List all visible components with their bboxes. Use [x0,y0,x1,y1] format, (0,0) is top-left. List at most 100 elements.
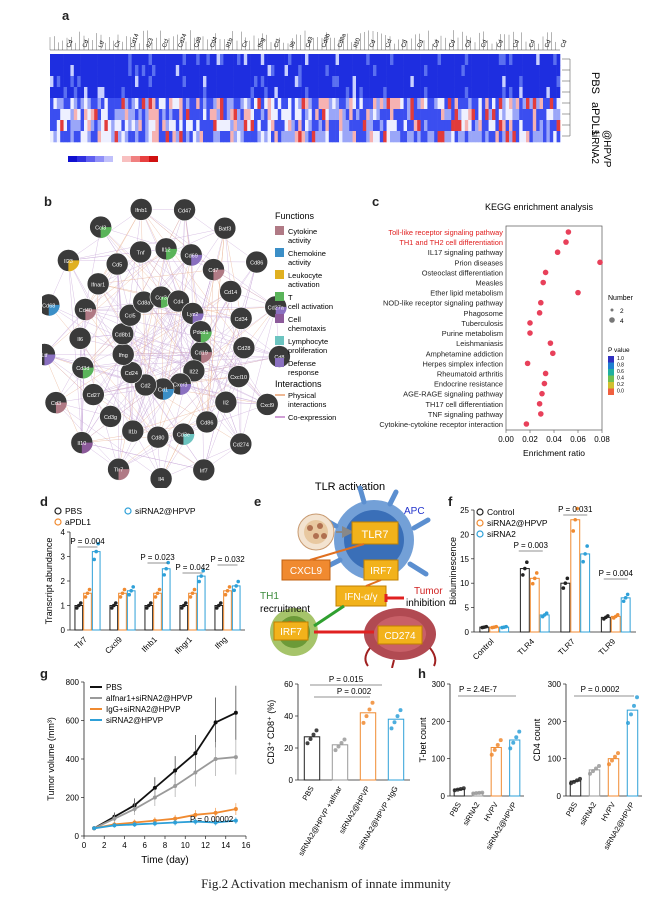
heatmap-cell [342,87,347,99]
heatmap-cell [172,120,177,132]
data-point [94,549,98,554]
heatmap-cell [359,54,364,66]
heatmap-cell [124,109,129,121]
heatmap-cell [461,109,466,121]
heatmap-cell [223,54,228,66]
y-tick-label: 0 [441,792,446,801]
bar [118,592,127,631]
heatmap-cell [492,98,496,110]
heatmap-cell [50,87,54,99]
network-edge [213,269,276,308]
data-point [474,791,479,796]
heatmap-cell [271,120,275,132]
heatmap-cell [111,120,115,132]
heatmap-cell [396,65,401,77]
heatmap-cell [138,120,143,132]
node-label: Cd14 [224,290,237,296]
heatmap-cell [131,109,136,121]
heatmap-cell [356,98,360,110]
node-label: Il6 [77,337,83,343]
heatmap-cell [284,54,289,66]
heatmap-cell [301,54,306,66]
heatmap-cell [417,98,421,110]
heatmap-cell [532,109,537,121]
heatmap-cell [196,131,200,143]
heatmap-figure: Cd Cd Ltf Cx Cd14 Il23 Ccl Cd24 Cd8 Cd4 Il1b Cx Ifng… [49,30,612,168]
network-edge [81,442,204,471]
heatmap-cell [216,109,221,121]
heatmap-cell [192,87,197,99]
heatmap-cell [458,109,462,121]
series-line [93,711,237,830]
node-label: Il2 [223,401,229,407]
heatmap-cell [162,109,166,121]
heatmap-cell [400,76,404,88]
heatmap-cell [488,98,493,110]
x-tick-label: 16 [242,841,251,850]
network-edge [157,254,192,438]
heatmap-cell [216,76,221,88]
heatmap-cell [396,87,401,99]
heatmap-cell [169,98,173,110]
heatmap-cell [539,54,544,66]
data-point [112,603,116,608]
heatmap-cell [192,131,197,143]
heatmap-cell [165,109,170,121]
heatmap-cell [169,76,173,88]
data-point [217,603,221,608]
kegg-category-label: Rheumatoid arthritis [437,369,503,378]
heatmap-cell [519,87,523,99]
heatmap-cell [87,54,92,66]
heatmap-cell [250,76,255,88]
heatmap-cell [237,120,241,132]
heatmap-cell [298,87,302,99]
node-circle [195,410,219,434]
heatmap-cell [220,76,224,88]
heatmap-cell [152,65,156,77]
y-axis-label: Transcript abundance [44,538,54,625]
heatmap-cell [257,65,262,77]
heatmap-cell [63,98,68,110]
node-label: Il1b [128,430,137,436]
data-point [367,707,372,712]
heatmap-cell [349,120,353,132]
heatmap-cell [192,65,197,77]
heatmap-cell [274,87,279,99]
legend-label: siRNA2@HPVP [487,518,548,528]
heatmap-cell [471,76,476,88]
heatmap-cell [94,76,98,88]
heatmap-cell [390,65,394,77]
data-point [521,573,525,577]
heatmap-cell [165,98,170,110]
heatmap-cell [475,65,479,77]
heatmap-cell [114,65,119,77]
node-label: Cd4 [173,300,183,306]
heatmap-cell [454,76,459,88]
heatmap-cell [291,65,296,77]
network-edge [140,251,195,371]
heatmap-cell [60,131,64,143]
heatmap-cell [441,87,445,99]
heatmap-cell [60,87,64,99]
heatmap-cell [294,109,299,121]
node-function-wedge [118,469,130,481]
heatmap-cell [543,65,547,77]
heatmap-cell [257,54,262,66]
heatmap-cell [532,120,537,132]
heatmap-cell [111,98,115,110]
kegg-category-label: Ether lipid metabolism [430,289,503,298]
heatmap-cell [237,76,241,88]
heatmap-cell [505,54,510,66]
heatmap-cell [121,54,126,66]
bar [83,592,92,631]
heatmap-cell [118,87,122,99]
heatmap-cell [549,76,554,88]
data-point [83,595,88,599]
data-point [477,790,482,795]
heatmap-cell [556,98,561,110]
ifn-label: IFN-α/γ [345,592,378,603]
heatmap-cell [87,98,92,110]
heatmap-cell [430,65,435,77]
heatmap-cell [233,76,238,88]
